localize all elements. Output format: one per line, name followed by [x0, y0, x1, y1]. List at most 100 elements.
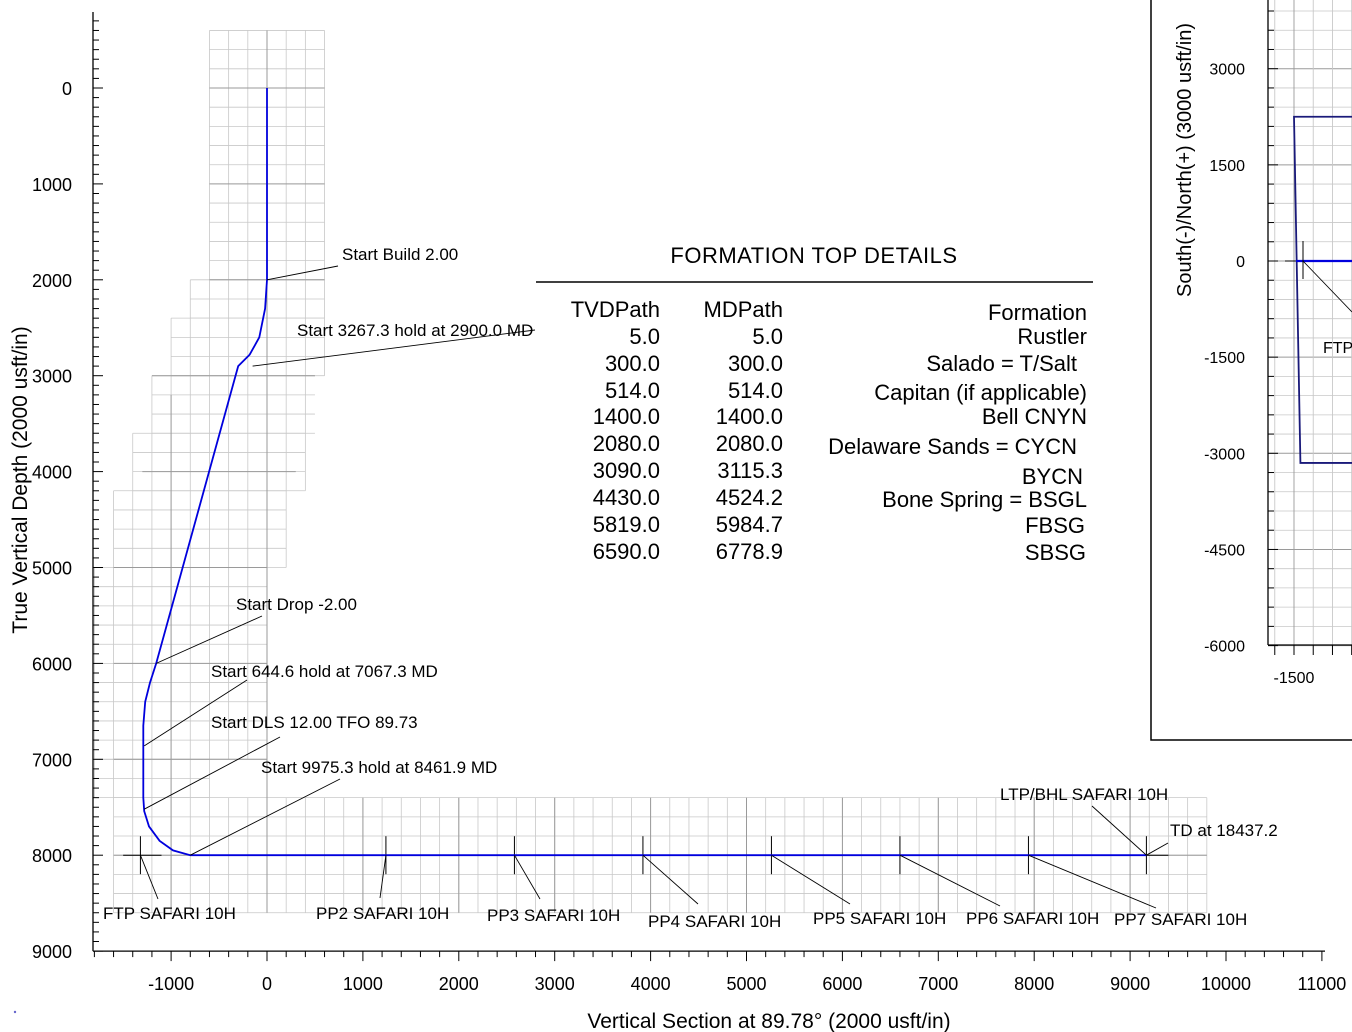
stray-dot [13, 1010, 17, 1014]
annotation-label: PP2 SAFARI 10H [316, 904, 449, 923]
header-tvdpath: TVDPath [571, 297, 660, 322]
inset-x-tick-label: -1500 [1274, 670, 1315, 687]
table-cell-tvdpath: 4430.0 [593, 485, 660, 510]
y-tick-label: 3000 [32, 367, 72, 387]
table-mask [536, 310, 1136, 350]
x-tick-label: 6000 [822, 974, 862, 994]
table-cell-mdpath: 4524.2 [716, 485, 783, 510]
table-cell-mdpath: 5.0 [752, 324, 783, 349]
inset-y-tick-label: -4500 [1204, 542, 1245, 559]
x-axis-title: Vertical Section at 89.78° (2000 usft/in… [587, 1010, 950, 1032]
x-tick-label: 2000 [439, 974, 479, 994]
inset-y-tick-label: 3000 [1209, 62, 1245, 79]
wellpath-line [142, 88, 1147, 857]
inset-y-tick-label: -6000 [1204, 639, 1245, 656]
table-cell-formation: Bell CNYN [982, 404, 1087, 429]
table-cell-formation: Bone Spring = BSGL [882, 487, 1087, 512]
annotation-leader [190, 778, 341, 856]
table-cell-mdpath: 5984.7 [716, 512, 783, 537]
y-tick-label: 9000 [32, 942, 72, 962]
annotation-label: Start 3267.3 hold at 2900.0 MD [297, 321, 533, 340]
inset-ftp-label: FTP [1323, 340, 1352, 357]
formation-table: FORMATION TOP DETAILS TVDPath MDPath For… [536, 243, 1093, 565]
inset-y-axis-title: South(-)/North(+) (3000 usft/in) [1174, 23, 1196, 297]
annotation-label: TD at 18437.2 [1170, 821, 1278, 840]
lease-outline-line [1293, 115, 1352, 464]
table-cell-formation: BYCN [1022, 464, 1083, 489]
annotation-leader [514, 854, 541, 900]
inset-y-tick-label: 0 [1236, 254, 1245, 271]
x-tick-label: 5000 [726, 974, 766, 994]
annotation-leader [1146, 842, 1169, 856]
table-cell-tvdpath: 3090.0 [593, 458, 660, 483]
annotation-labels: Start Build 2.00 Start 3267.3 hold at 290… [103, 245, 1278, 931]
table-cell-tvdpath: 1400.0 [593, 404, 660, 429]
table-cell-tvdpath: 5.0 [629, 324, 660, 349]
table-cell-mdpath: 300.0 [728, 351, 783, 376]
annotation-label: Start 9975.3 hold at 8461.9 MD [261, 758, 497, 777]
annotation-leaders [139, 265, 1169, 909]
table-cell-formation: SBSG [1025, 540, 1086, 565]
x-tick-label: 0 [262, 974, 272, 994]
x-tick-label: 4000 [631, 974, 671, 994]
table-cell-tvdpath: 514.0 [605, 378, 660, 403]
inset-y-tick-label: -1500 [1204, 350, 1245, 367]
annotation-label: Start DLS 12.00 TFO 89.73 [211, 713, 418, 732]
annotation-leader [771, 854, 851, 905]
x-tick-label: 3000 [535, 974, 575, 994]
table-cell-mdpath: 6778.9 [716, 539, 783, 564]
table-cell-tvdpath: 2080.0 [593, 431, 660, 456]
y-tick-label: 8000 [32, 846, 72, 866]
y-tick-label: 6000 [32, 654, 72, 674]
y-axis-title: True Vertical Depth (2000 usft/in) [9, 326, 32, 633]
annotation-label: LTP/BHL SAFARI 10H [1000, 785, 1168, 804]
annotation-label: PP5 SAFARI 10H [813, 909, 946, 928]
inset-frame [1150, 0, 1352, 741]
annotation-label: FTP SAFARI 10H [103, 904, 236, 923]
table-cell-mdpath: 514.0 [728, 378, 783, 403]
annotation-leader [266, 265, 339, 281]
annotation-leader [1028, 854, 1157, 909]
table-cell-formation: FBSG [1025, 513, 1085, 538]
y-tick-label: 0 [62, 79, 72, 99]
table-cell-tvdpath: 6590.0 [593, 539, 660, 564]
vertical-section-axes: 0 1000 2000 3000 4000 5000 6000 7000 8000 9000 -10… [32, 12, 1346, 994]
x-tick-label: 11000 [1298, 974, 1347, 994]
plan-view-inset: 3000 1500 0 -1500 -3000 -4500 -6000 -1500 FTP S… [1150, 0, 1352, 741]
annotation-label: PP4 SAFARI 10H [648, 912, 781, 931]
formation-table-title: FORMATION TOP DETAILS [670, 243, 957, 268]
table-cell-formation: Rustler [1017, 324, 1087, 349]
x-tick-label: 1000 [343, 974, 383, 994]
header-mdpath: MDPath [704, 297, 783, 322]
annotation-leader [642, 854, 699, 905]
table-cell-tvdpath: 5819.0 [593, 512, 660, 537]
annotation-leader [139, 855, 159, 900]
annotation-leader [144, 736, 281, 810]
annotation-label: PP7 SAFARI 10H [1114, 910, 1247, 929]
y-tick-label: 7000 [32, 750, 72, 770]
inset-y-tick-label: -3000 [1204, 446, 1245, 463]
annotation-label: Start Drop -2.00 [236, 595, 357, 614]
table-cell-formation: Delaware Sands = CYCN [828, 434, 1077, 459]
annotation-label: PP6 SAFARI 10H [966, 909, 1099, 928]
x-tick-label: 8000 [1014, 974, 1054, 994]
x-tick-label: 9000 [1110, 974, 1150, 994]
annotation-leader [252, 329, 536, 367]
table-cell-mdpath: 2080.0 [716, 431, 783, 456]
annotation-leader [1091, 805, 1147, 856]
annotation-leader [156, 615, 263, 664]
annotation-leader [144, 679, 248, 747]
annotation-label: Start Build 2.00 [342, 245, 458, 264]
table-cell-formation: Salado = T/Salt [926, 351, 1077, 376]
inset-ftp-leader [1302, 260, 1352, 313]
table-cell-formation: Capitan (if applicable) [874, 380, 1087, 405]
annotation-leader [379, 855, 387, 899]
y-tick-label: 2000 [32, 271, 72, 291]
x-tick-label: -1000 [148, 974, 194, 994]
x-tick-label: 10000 [1201, 974, 1251, 994]
annotation-label: Start 644.6 hold at 7067.3 MD [211, 662, 438, 681]
table-cell-mdpath: 1400.0 [716, 404, 783, 429]
x-tick-label: 7000 [918, 974, 958, 994]
table-cell-tvdpath: 300.0 [605, 351, 660, 376]
